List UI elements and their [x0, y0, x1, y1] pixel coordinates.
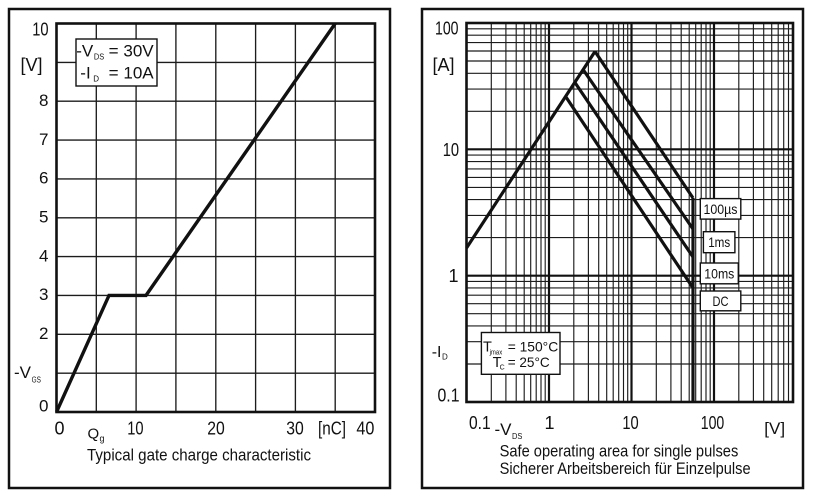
svg-text:[nC]: [nC]	[318, 418, 346, 438]
svg-text:[A]: [A]	[432, 55, 454, 75]
svg-text:DC: DC	[713, 293, 729, 309]
svg-text:20: 20	[207, 418, 225, 438]
svg-text:30: 30	[286, 418, 304, 438]
svg-text:-V: -V	[14, 363, 32, 382]
svg-text:= 30V: = 30V	[109, 43, 154, 61]
svg-text:T: T	[493, 355, 502, 371]
svg-text:g: g	[100, 434, 105, 444]
svg-text:-I: -I	[80, 64, 90, 83]
svg-text:DS: DS	[512, 432, 522, 441]
svg-text:10: 10	[127, 418, 143, 438]
svg-text:0: 0	[39, 396, 48, 415]
svg-text:8: 8	[39, 91, 48, 110]
svg-text:C: C	[500, 365, 505, 372]
svg-text:10: 10	[622, 413, 638, 433]
svg-text:100: 100	[701, 413, 725, 433]
svg-text:0.1: 0.1	[469, 413, 491, 433]
svg-text:D: D	[93, 75, 99, 84]
svg-text:5: 5	[39, 208, 48, 227]
svg-text:Sicherer Arbeitsbereich für Ei: Sicherer Arbeitsbereich für Einzelpulse	[500, 459, 751, 478]
svg-text:= 25°C: = 25°C	[508, 354, 550, 370]
svg-text:100: 100	[435, 19, 459, 39]
svg-text:100µs: 100µs	[704, 201, 738, 217]
svg-text:0.1: 0.1	[438, 385, 460, 405]
svg-text:-V: -V	[76, 42, 94, 61]
svg-text:3: 3	[39, 285, 48, 304]
svg-text:GS: GS	[32, 375, 41, 384]
svg-text:-I: -I	[432, 344, 442, 361]
svg-text:jmax: jmax	[489, 350, 503, 357]
svg-text:Safe operating area for single: Safe operating area for single pulses	[500, 442, 739, 461]
svg-text:40: 40	[356, 418, 374, 438]
svg-text:[V]: [V]	[764, 419, 785, 438]
svg-text:1: 1	[448, 266, 458, 286]
svg-text:6: 6	[39, 169, 48, 188]
svg-text:7: 7	[39, 130, 48, 149]
svg-text:Q: Q	[88, 425, 100, 442]
svg-text:= 10A: = 10A	[109, 65, 154, 83]
svg-text:2: 2	[39, 324, 48, 343]
svg-text:10: 10	[443, 140, 459, 160]
svg-text:10: 10	[32, 20, 48, 40]
svg-text:Typical gate charge characteri: Typical gate charge characteristic	[87, 446, 311, 465]
svg-text:-V: -V	[495, 420, 513, 439]
svg-text:[V]: [V]	[20, 55, 42, 75]
svg-text:1: 1	[544, 413, 554, 433]
svg-text:4: 4	[39, 246, 48, 265]
svg-text:D: D	[442, 353, 448, 362]
svg-text:T: T	[483, 340, 492, 356]
svg-text:10ms: 10ms	[704, 266, 734, 282]
svg-text:1ms: 1ms	[708, 234, 730, 250]
svg-text:0: 0	[54, 418, 64, 438]
svg-text:DS: DS	[94, 53, 104, 62]
svg-text:= 150°C: = 150°C	[508, 339, 559, 355]
